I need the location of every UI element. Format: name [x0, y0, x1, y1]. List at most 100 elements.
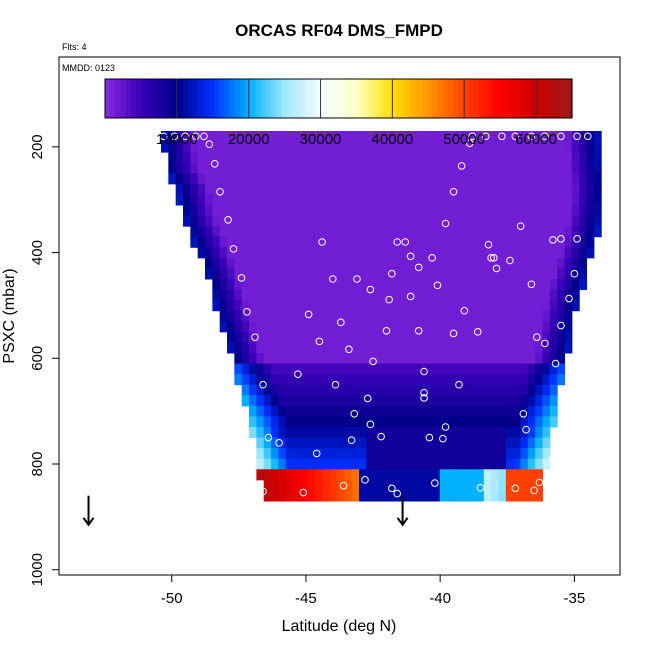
heatmap-cell: [293, 236, 301, 248]
heatmap-cell: [307, 405, 316, 417]
heatmap-cell: [307, 331, 316, 343]
observation-point: [377, 432, 385, 441]
heatmap-cell: [234, 300, 243, 312]
heatmap-cell: [271, 427, 279, 439]
heatmap-cell: [483, 310, 492, 322]
heatmap-cell: [425, 353, 433, 365]
heatmap-cell: [249, 247, 257, 259]
heatmap-cell: [241, 342, 250, 354]
heatmap-cell: [439, 310, 448, 322]
heatmap-cell: [366, 257, 375, 269]
heatmap-cell: [425, 490, 433, 502]
heatmap-cell: [168, 173, 177, 185]
heatmap-cell: [315, 310, 323, 322]
colorbar-segment: [333, 79, 340, 118]
heatmap-cell: [219, 310, 228, 322]
heatmap-cell: [513, 395, 522, 407]
heatmap-cell: [278, 205, 287, 217]
observation-point: [519, 409, 528, 418]
heatmap-cell: [300, 310, 309, 322]
heatmap-cell: [329, 268, 338, 280]
heatmap-cell: [161, 141, 169, 153]
heatmap-cell: [373, 215, 382, 227]
heatmap-cell: [263, 374, 272, 386]
heatmap-cell: [527, 479, 536, 491]
heatmap-cell: [344, 194, 353, 206]
heatmap-cell: [293, 469, 301, 481]
heatmap-cell: [395, 448, 404, 460]
heatmap-cell: [432, 321, 441, 333]
heatmap-cell: [344, 427, 353, 439]
colorbar-segment: [546, 79, 552, 118]
heatmap-cell: [373, 395, 382, 407]
heatmap-cell: [593, 152, 602, 164]
heatmap-cell: [329, 458, 338, 470]
heatmap-cell: [425, 131, 433, 143]
heatmap-cell: [359, 490, 367, 502]
heatmap-cell: [256, 173, 265, 185]
heatmap-cell: [476, 236, 485, 248]
heatmap-cell: [513, 183, 522, 195]
heatmap-cell: [271, 384, 279, 396]
colorbar-segment: [328, 79, 334, 118]
heatmap-cell: [263, 300, 272, 312]
heatmap-cell: [417, 152, 426, 164]
heatmap-cell: [432, 353, 441, 365]
heatmap-cell: [527, 141, 536, 153]
heatmap-cell: [469, 395, 477, 407]
heatmap-cell: [256, 321, 265, 333]
heatmap-cell: [359, 279, 367, 291]
heatmap-cell: [249, 194, 257, 206]
heatmap-cell: [263, 342, 272, 354]
heatmap-cell: [586, 141, 595, 153]
observation-point: [481, 132, 490, 141]
heatmap-cell: [373, 194, 382, 206]
heatmap-cell: [498, 141, 507, 153]
heatmap-cell: [469, 353, 477, 365]
heatmap-cell: [278, 321, 287, 333]
heatmap-cell: [373, 342, 382, 354]
colorbar-segment: [146, 79, 153, 118]
heatmap-cell: [285, 310, 294, 322]
heatmap-cell: [388, 374, 397, 386]
heatmap-cell: [381, 173, 389, 185]
heatmap-cell: [425, 152, 433, 164]
heatmap-cell: [366, 226, 375, 238]
heatmap-cell: [513, 205, 522, 217]
heatmap-cell: [549, 416, 558, 428]
heatmap-cell: [557, 353, 566, 365]
heatmap-cell: [527, 236, 536, 248]
heatmap-cell: [285, 427, 294, 439]
heatmap-cell: [542, 236, 551, 248]
heatmap-cell: [388, 205, 397, 217]
heatmap-cell: [403, 490, 411, 502]
heatmap-cell: [293, 342, 301, 354]
heatmap-cell: [249, 173, 257, 185]
heatmap-cell: [212, 236, 221, 248]
colorbar-tick-label: 40000: [372, 131, 414, 148]
heatmap-cell: [256, 458, 265, 470]
heatmap-cell: [256, 152, 265, 164]
heatmap-cell: [366, 405, 375, 417]
heatmap-cell: [351, 469, 360, 481]
heatmap-cell: [285, 353, 294, 365]
heatmap-cell: [527, 405, 536, 417]
heatmap-cell: [344, 448, 353, 460]
heatmap-cell: [337, 173, 345, 185]
heatmap-cell: [395, 374, 404, 386]
heatmap-cell: [491, 479, 499, 491]
heatmap-cell: [542, 183, 551, 195]
observation-point: [385, 295, 393, 304]
arrow-head: [82, 517, 95, 527]
heatmap-cell: [520, 374, 529, 386]
heatmap-cell: [417, 257, 426, 269]
heatmap-cell: [381, 416, 389, 428]
heatmap-cell: [395, 268, 404, 280]
heatmap-cell: [542, 458, 551, 470]
colorbar-frame: [104, 78, 573, 119]
heatmap-cell: [219, 268, 228, 280]
heatmap-cell: [498, 247, 507, 259]
heatmap-cell: [542, 247, 551, 259]
colorbar-segment: [561, 79, 568, 118]
heatmap-cell: [271, 395, 279, 407]
